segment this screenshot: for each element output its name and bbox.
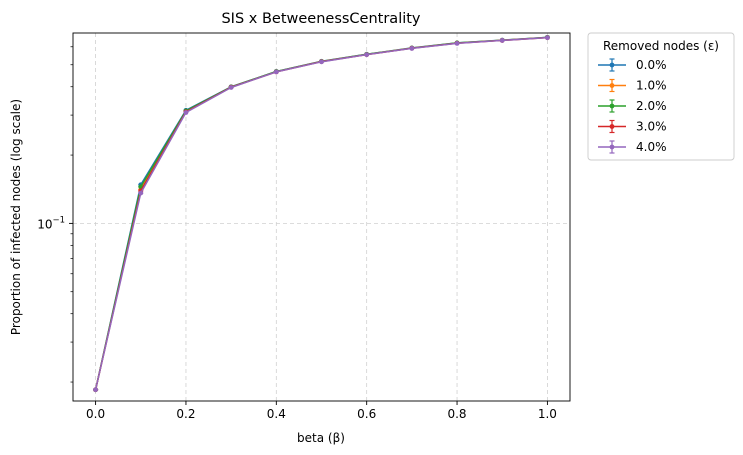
legend-marker xyxy=(609,103,615,109)
x-axis-ticks: 0.0 0.2 0.4 0.6 0.8 1.0 xyxy=(86,401,557,421)
x-tick-label: 1.0 xyxy=(538,407,557,421)
data-point xyxy=(364,52,370,58)
data-point xyxy=(545,35,550,41)
legend-entry: 3.0% xyxy=(598,120,667,134)
series-layer xyxy=(93,34,550,393)
legend-entry: 4.0% xyxy=(598,140,667,154)
legend-marker xyxy=(609,83,615,88)
legend-marker xyxy=(609,124,615,129)
legend: Removed nodes (ε) 0.0% 1.0% 2.0% 3.0% 4.0% xyxy=(587,32,735,161)
x-tick-label: 0.6 xyxy=(357,407,376,421)
legend-label: 1.0% xyxy=(636,79,667,93)
data-point xyxy=(319,59,324,65)
x-tick-label: 0.0 xyxy=(86,407,105,421)
series-line xyxy=(94,36,548,390)
data-point xyxy=(183,110,189,115)
data-point xyxy=(454,40,460,46)
legend-entry: 2.0% xyxy=(598,99,667,113)
series-line xyxy=(94,36,548,390)
legend-label: 4.0% xyxy=(636,140,667,154)
y-axis-label: Proportion of infected nodes (log scale) xyxy=(9,99,23,335)
data-point xyxy=(499,38,505,43)
x-tick-label: 0.4 xyxy=(267,407,286,421)
x-tick-label: 0.2 xyxy=(176,407,195,421)
data-point xyxy=(273,69,279,75)
data-point xyxy=(93,387,98,393)
series-line xyxy=(94,36,548,390)
series-0.0% xyxy=(93,34,550,393)
x-tick-label: 0.8 xyxy=(447,407,466,421)
series-line xyxy=(94,36,548,390)
chart-title: SIS x BetweenessCentrality xyxy=(221,11,420,27)
series-line xyxy=(94,36,548,390)
series-2.0% xyxy=(93,34,550,393)
legend-title: Removed nodes (ε) xyxy=(603,39,719,53)
legend-marker xyxy=(609,62,615,68)
data-point xyxy=(138,190,144,196)
series-4.0% xyxy=(93,35,550,393)
plot-frame xyxy=(72,32,571,402)
series-1.0% xyxy=(93,35,550,393)
legend-entry: 1.0% xyxy=(598,79,667,93)
data-point xyxy=(409,46,415,51)
series-3.0% xyxy=(93,35,550,393)
legend-entry: 0.0% xyxy=(598,58,667,72)
y-tick-label: 10−1 xyxy=(37,215,65,231)
y-axis-ticks: 10−1 xyxy=(37,46,73,383)
grid xyxy=(73,33,570,401)
legend-marker xyxy=(609,144,615,150)
data-point xyxy=(228,85,234,90)
x-axis-label: beta (β) xyxy=(297,431,345,445)
legend-entries: 0.0% 1.0% 2.0% 3.0% 4.0% xyxy=(598,58,667,154)
legend-label: 2.0% xyxy=(636,99,667,113)
legend-label: 3.0% xyxy=(636,120,667,134)
legend-label: 0.0% xyxy=(636,58,667,72)
